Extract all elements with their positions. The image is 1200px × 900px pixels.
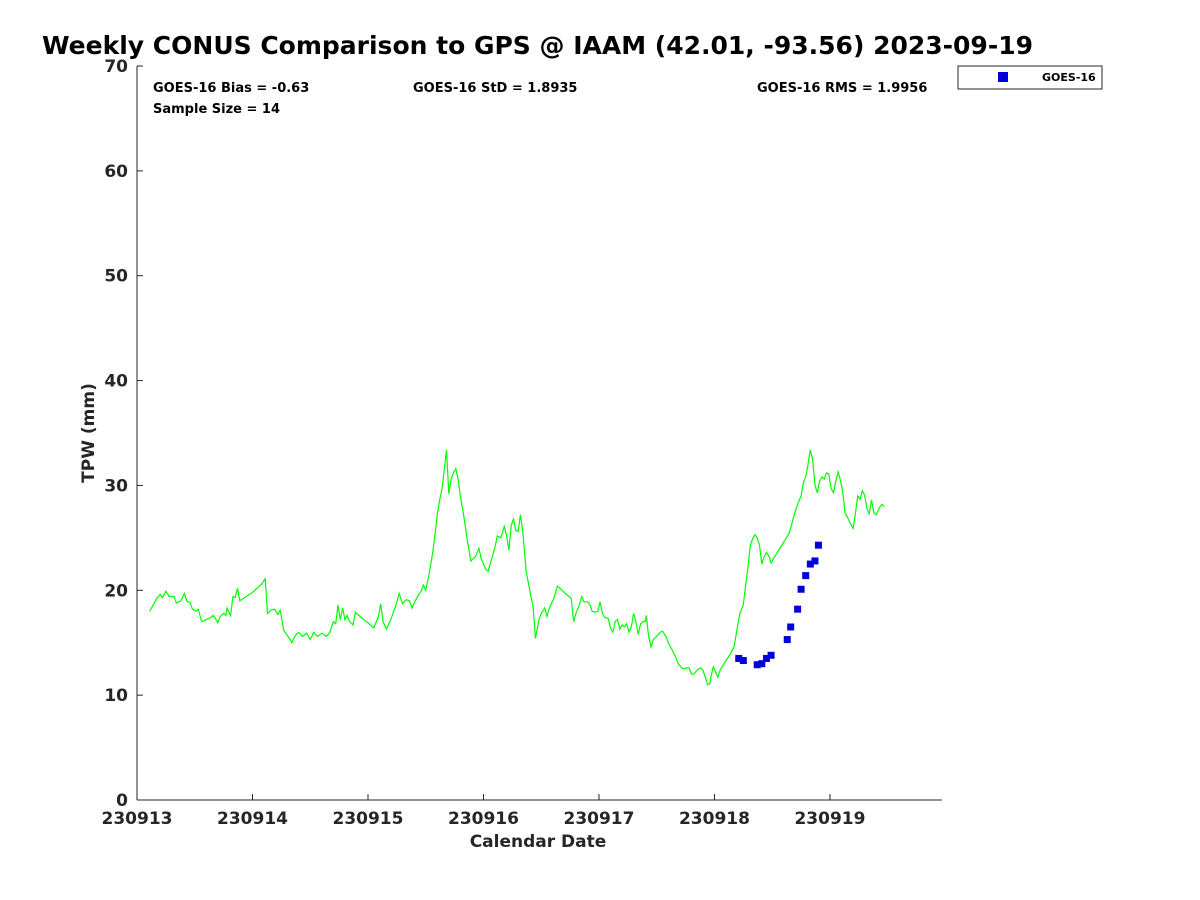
y-tick-label: 0 xyxy=(116,791,128,811)
y-axis-label: TPW (mm) xyxy=(79,383,99,483)
goes16-point xyxy=(758,660,766,668)
goes16-point xyxy=(783,636,791,644)
sample-size-stat: Sample Size = 14 xyxy=(153,102,280,117)
x-axis-label: Calendar Date xyxy=(470,832,607,852)
y-tick-label: 60 xyxy=(104,162,128,182)
chart-title: Weekly CONUS Comparison to GPS @ IAAM (4… xyxy=(42,31,1033,60)
y-tick-label: 30 xyxy=(104,476,128,496)
y-tick-label: 10 xyxy=(104,686,128,706)
y-tick-label: 20 xyxy=(104,581,128,601)
x-tick-label: 230916 xyxy=(448,809,519,829)
goes16-point xyxy=(767,651,775,659)
series-layer xyxy=(149,449,885,686)
goes16-point xyxy=(735,654,743,662)
goes16-point xyxy=(814,541,822,549)
legend-marker xyxy=(998,72,1008,82)
std-stat: GOES-16 StD = 1.8935 xyxy=(413,81,577,96)
x-tick-label: 230917 xyxy=(563,809,634,829)
goes16-point xyxy=(787,623,795,631)
x-tick-label: 230913 xyxy=(102,809,173,829)
x-ticks: 230913 230914 230915 230916 230917 230918 2309… xyxy=(102,794,865,829)
goes16-point xyxy=(802,572,810,580)
y-tick-label: 50 xyxy=(104,267,128,287)
x-tick-label: 230918 xyxy=(679,809,750,829)
gps-tpw-line xyxy=(149,449,885,686)
goes16-point xyxy=(811,557,819,565)
goes16-point xyxy=(753,661,761,669)
goes16-point xyxy=(806,560,814,568)
x-tick-label: 230914 xyxy=(217,809,288,829)
legend-box xyxy=(957,65,1103,90)
y-tick-label: 70 xyxy=(104,57,128,77)
y-tick-label: 40 xyxy=(104,372,128,392)
legend-label-goes16: GOES-16 xyxy=(1042,71,1096,84)
goes16-point xyxy=(762,654,770,662)
goes16-point xyxy=(797,585,805,593)
plot-area: 0 10 20 30 40 50 60 70 230913 230914 230915 230916… xyxy=(102,57,942,829)
bias-stat: GOES-16 Bias = -0.63 xyxy=(153,81,309,96)
legend: GOES-16 xyxy=(957,65,1103,90)
x-tick-label: 230915 xyxy=(332,809,403,829)
goes16-point xyxy=(739,657,747,665)
rms-stat: GOES-16 RMS = 1.9956 xyxy=(757,81,927,96)
goes16-point xyxy=(794,605,802,613)
x-tick-label: 230919 xyxy=(794,809,865,829)
y-ticks: 0 10 20 30 40 50 60 70 xyxy=(104,57,143,811)
